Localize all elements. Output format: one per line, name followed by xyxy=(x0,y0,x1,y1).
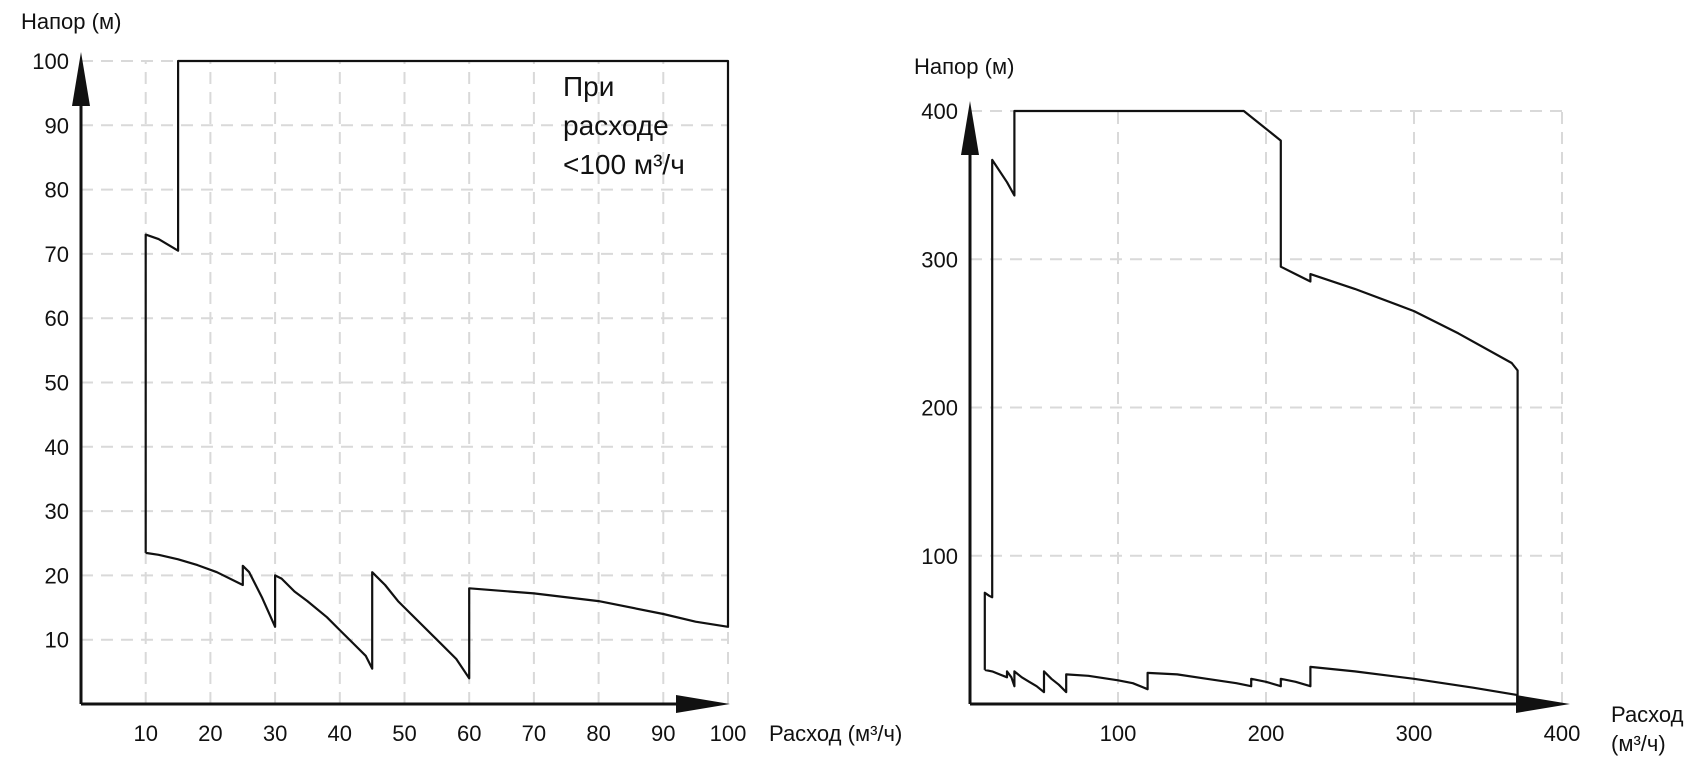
y-tick-label: 20 xyxy=(45,563,69,588)
chart-left: 10 20 30 40 50 60 70 80 90 100 10 20 30 40 50 60 70 80 90 1… xyxy=(21,9,902,746)
x-tick-label: 30 xyxy=(263,721,287,746)
x-tick-label: 100 xyxy=(710,721,747,746)
y-tick-label: 10 xyxy=(45,628,69,653)
chart-right-axes xyxy=(961,101,1570,713)
x-tick-label: 80 xyxy=(586,721,610,746)
y-axis-arrow xyxy=(72,52,90,106)
chart-right-grid xyxy=(970,110,1563,704)
x-tick-label: 40 xyxy=(328,721,352,746)
y-tick-label: 400 xyxy=(921,99,958,124)
y-axis-arrow xyxy=(961,101,979,155)
x-axis-arrow xyxy=(1516,695,1570,713)
chart-left-annotation-line-2: расходе xyxy=(563,110,669,141)
chart-right: 100 200 300 400 100 200 300 400 Напор (м) Расхо… xyxy=(914,54,1684,756)
chart-left-tick-labels: 10 20 30 40 50 60 70 80 90 100 10 20 30 40 50 60 70 80 90 1… xyxy=(32,49,746,746)
y-tick-label: 300 xyxy=(921,247,958,272)
y-tick-label: 200 xyxy=(921,396,958,421)
x-tick-label: 200 xyxy=(1248,721,1285,746)
x-tick-label: 100 xyxy=(1100,721,1137,746)
chart-right-x-axis-label-line-2: (м³/ч) xyxy=(1611,731,1666,756)
y-tick-label: 50 xyxy=(45,371,69,396)
y-tick-label: 80 xyxy=(45,178,69,203)
operating-range-outline xyxy=(983,109,1519,697)
chart-left-curve-group xyxy=(144,59,730,680)
x-axis-arrow xyxy=(676,695,730,713)
operating-range-outline xyxy=(144,59,730,680)
x-tick-label: 50 xyxy=(392,721,416,746)
chart-left-annotation-line-3: <100 м³/ч xyxy=(563,149,685,180)
chart-right-tick-labels: 100 200 300 400 100 200 300 400 xyxy=(921,99,1580,746)
y-tick-label: 100 xyxy=(32,49,69,74)
x-tick-label: 60 xyxy=(457,721,481,746)
x-tick-label: 90 xyxy=(651,721,675,746)
y-tick-label: 70 xyxy=(45,242,69,267)
y-tick-label: 100 xyxy=(921,544,958,569)
chart-left-annotation-line-1: При xyxy=(563,71,614,102)
y-tick-label: 30 xyxy=(45,499,69,524)
y-tick-label: 60 xyxy=(45,306,69,331)
y-tick-label: 90 xyxy=(45,113,69,138)
chart-right-curve-group xyxy=(983,109,1519,697)
y-tick-label: 40 xyxy=(45,435,69,460)
chart-left-axes xyxy=(72,52,730,713)
x-tick-label: 70 xyxy=(522,721,546,746)
x-tick-label: 300 xyxy=(1396,721,1433,746)
chart-right-x-axis-label-line-1: Расход xyxy=(1611,702,1684,727)
x-tick-label: 400 xyxy=(1544,721,1581,746)
x-tick-label: 10 xyxy=(133,721,157,746)
x-tick-label: 20 xyxy=(198,721,222,746)
chart-left-x-axis-label: Расход (м³/ч) xyxy=(769,721,902,746)
chart-right-y-axis-label: Напор (м) xyxy=(914,54,1014,79)
chart-left-y-axis-label: Напор (м) xyxy=(21,9,121,34)
